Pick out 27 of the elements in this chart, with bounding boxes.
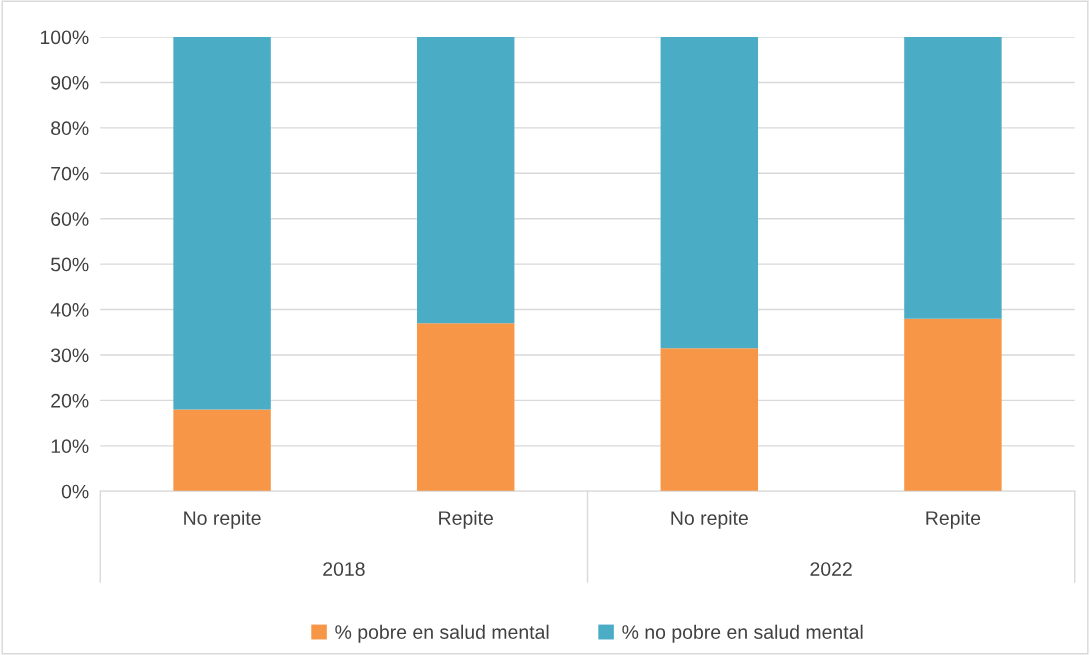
y-tick-label: 40% xyxy=(50,303,89,317)
bar xyxy=(660,348,759,492)
bar xyxy=(904,37,1002,319)
y-tick-label: 80% xyxy=(51,121,89,136)
bar xyxy=(173,409,271,492)
bar xyxy=(173,37,271,410)
y-tick-label: 100% xyxy=(40,30,89,45)
y-tick-label: 10% xyxy=(51,439,89,454)
x-tick-label: No repite xyxy=(671,510,748,529)
bar xyxy=(904,318,1002,492)
y-tick-label: 20% xyxy=(51,393,89,408)
y-tick-label: 30% xyxy=(50,348,89,363)
legend-label: % no pobre en salud mental xyxy=(622,624,863,643)
legend-label: % pobre en salud mental xyxy=(335,624,549,643)
y-tick-label: 50% xyxy=(51,257,89,272)
x-tick-label: No repite xyxy=(184,510,261,529)
bar xyxy=(660,37,759,349)
bar xyxy=(416,323,515,492)
bar xyxy=(416,37,515,324)
x-tick-label: Repite xyxy=(439,510,493,529)
text: 2022 xyxy=(810,562,852,576)
x-tick-label: Repite xyxy=(926,510,981,529)
y-tick-label: 90% xyxy=(51,75,89,90)
text: 2018 xyxy=(323,562,365,576)
y-tick-label: 70% xyxy=(51,166,89,181)
y-tick-label: 0% xyxy=(61,484,89,499)
y-tick-label: 60% xyxy=(51,212,89,226)
